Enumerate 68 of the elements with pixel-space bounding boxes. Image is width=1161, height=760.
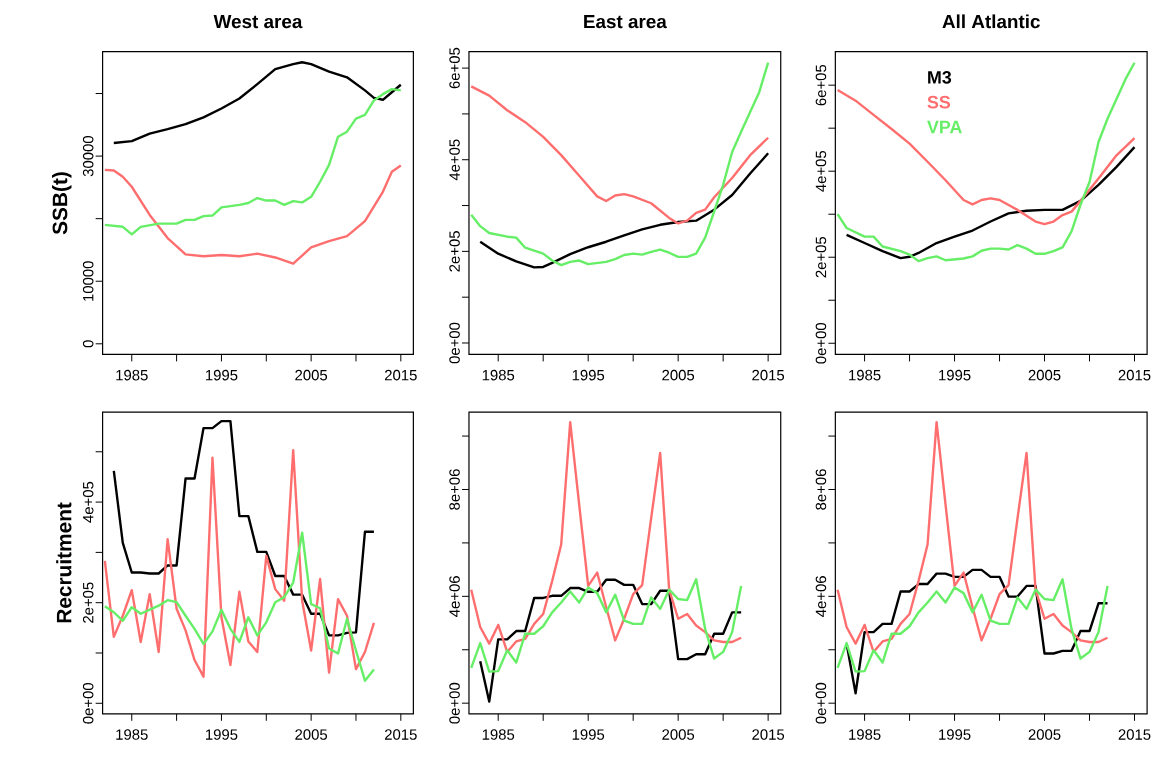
y-tick-label: 10000: [82, 261, 94, 302]
x-tick-label: 2005: [662, 729, 695, 741]
chart-title: East area: [584, 15, 667, 29]
y-tick-label: 0e+00: [82, 683, 94, 724]
x-tick-label: 1985: [849, 370, 881, 381]
y-tick-label: 30000: [82, 136, 94, 177]
y-tick-label: 4e+05: [82, 482, 94, 523]
y-tick-label: 8e+06: [815, 469, 827, 510]
line-series: [112, 420, 376, 637]
chart-title: All Atlantic: [942, 14, 1040, 29]
y-tick-label: 6e+05: [449, 48, 460, 89]
line-series: [836, 578, 1109, 674]
y-tick-label: 4e+06: [449, 576, 460, 618]
y-tick-label: 0e+00: [449, 683, 460, 724]
text: VPA: [927, 121, 962, 134]
x-tick-label: 1985: [849, 729, 881, 741]
x-tick-label: 1985: [116, 370, 148, 381]
x-tick-label: 1995: [939, 370, 971, 381]
line-series: [103, 164, 403, 266]
x-tick-label: 2005: [295, 729, 328, 741]
y-tick-label: 4e+06: [815, 576, 827, 618]
y-tick-label: 0: [82, 340, 94, 348]
y-tick-label: 4e+05: [815, 151, 827, 192]
line-series: [112, 61, 403, 145]
x-tick-label: 1985: [482, 729, 515, 741]
x-tick-label: 2015: [385, 370, 417, 381]
y-tick-label: 2e+05: [82, 582, 94, 624]
x-tick-label: 1985: [116, 729, 148, 741]
y-tick-label: 4e+05: [449, 139, 460, 181]
x-tick-label: 1995: [572, 729, 605, 741]
line-series: [470, 578, 743, 674]
x-tick-label: 2015: [752, 370, 785, 381]
line-series: [470, 421, 743, 654]
y-axis-title: SSB(t): [52, 172, 72, 235]
y-tick-label: 8e+06: [449, 469, 460, 510]
line-series: [845, 568, 1109, 695]
x-tick-label: 2015: [385, 729, 417, 741]
line-series: [103, 449, 376, 679]
x-tick-label: 2005: [1028, 370, 1061, 381]
x-tick-label: 2015: [752, 729, 785, 741]
x-tick-label: 2005: [295, 370, 328, 381]
y-axis-title: Recruitment: [56, 502, 72, 623]
x-tick-label: 1995: [572, 370, 605, 381]
x-tick-label: 1995: [206, 370, 238, 381]
text: SS: [927, 96, 951, 109]
y-tick-label: 0e+00: [815, 323, 827, 364]
y-tick-label: 0e+00: [449, 322, 460, 364]
line-series: [836, 421, 1109, 654]
line-series: [470, 85, 770, 225]
y-tick-label: 2e+05: [449, 231, 460, 272]
line-series: [845, 146, 1136, 260]
y-tick-label: 6e+05: [815, 65, 827, 106]
line-series: [836, 88, 1136, 226]
x-tick-label: 2005: [1028, 729, 1061, 741]
x-tick-label: 1985: [482, 370, 515, 381]
line-series: [479, 578, 743, 703]
x-tick-label: 1995: [206, 729, 238, 741]
line-series: [479, 152, 770, 269]
x-tick-label: 2015: [1118, 729, 1151, 741]
line-series: [470, 61, 770, 267]
x-tick-label: 2005: [662, 370, 695, 381]
y-tick-label: 0e+00: [815, 683, 827, 724]
chart-title: West area: [213, 15, 303, 29]
text: M3: [928, 71, 952, 84]
y-tick-label: 2e+05: [815, 237, 827, 278]
x-tick-label: 1995: [939, 729, 971, 741]
x-tick-label: 2015: [1118, 370, 1151, 381]
line-series: [103, 88, 403, 236]
